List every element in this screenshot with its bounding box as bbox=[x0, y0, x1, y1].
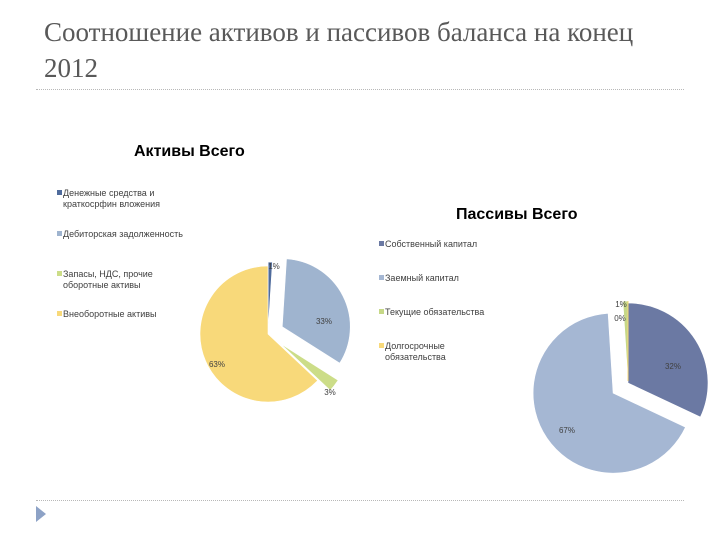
assets-slice-3 bbox=[199, 265, 318, 403]
legend-label: Дебиторская задолженность bbox=[63, 229, 183, 239]
legend-label: Долгосрочные обязательства bbox=[385, 341, 446, 362]
assets-legend-item-receivables: Дебиторская задолженность bbox=[57, 229, 198, 240]
slide-nav-arrow-icon[interactable] bbox=[34, 505, 48, 523]
liabilities-chart-title: Пассивы Всего bbox=[456, 206, 578, 223]
liabilities-data-label-0: 32% bbox=[665, 362, 681, 371]
legend-swatch bbox=[57, 231, 62, 236]
legend-swatch bbox=[379, 309, 384, 314]
footer-divider bbox=[36, 500, 684, 501]
legend-label: Денежные средства и краткосрфин вложения bbox=[63, 188, 161, 209]
legend-label: Текущие обязательства bbox=[385, 307, 485, 317]
assets-chart-title: Активы Всего bbox=[134, 143, 245, 160]
liabilities-legend-item-equity: Собственный капитал bbox=[379, 239, 520, 250]
slide-title: Соотношение активов и пассивов баланса н… bbox=[44, 17, 634, 83]
liabilities-data-label-3: 0% bbox=[614, 314, 626, 323]
legend-label: Внеоборотные активы bbox=[63, 309, 157, 319]
assets-data-label-0: 1% bbox=[268, 262, 280, 271]
liabilities-slice-1 bbox=[532, 312, 686, 474]
legend-label: Заемный капитал bbox=[385, 273, 459, 283]
liabilities-legend-item-longterm: Долгосрочные обязательства bbox=[379, 341, 475, 363]
liabilities-data-label-2: 1% bbox=[615, 300, 627, 309]
liabilities-slice-0 bbox=[627, 302, 709, 418]
liabilities-legend-item-borrowed: Заемный капитал bbox=[379, 273, 520, 284]
assets-data-label-3: 63% bbox=[209, 360, 225, 369]
legend-label: Запасы, НДС, прочие оборотные активы bbox=[63, 269, 153, 290]
legend-swatch bbox=[57, 271, 62, 276]
legend-swatch bbox=[57, 311, 62, 316]
title-divider bbox=[36, 89, 684, 90]
assets-slice-2 bbox=[280, 343, 339, 391]
liabilities-slice-2 bbox=[622, 300, 629, 382]
assets-slice-0 bbox=[267, 261, 273, 331]
legend-swatch bbox=[57, 190, 62, 195]
liabilities-legend-item-current: Текущие обязательства bbox=[379, 307, 520, 318]
assets-data-label-2: 3% bbox=[324, 388, 336, 397]
assets-legend-item-cash: Денежные средства и краткосрфин вложения bbox=[57, 188, 198, 210]
assets-data-label-1: 33% bbox=[316, 317, 332, 326]
assets-slice-1 bbox=[281, 258, 351, 364]
legend-swatch bbox=[379, 241, 384, 246]
assets-legend-item-noncurrent: Внеоборотные активы bbox=[57, 309, 198, 320]
liabilities-data-label-1: 67% bbox=[559, 426, 575, 435]
legend-swatch bbox=[379, 275, 384, 280]
legend-swatch bbox=[379, 343, 384, 348]
legend-label: Собственный капитал bbox=[385, 239, 478, 249]
assets-legend-item-inventory: Запасы, НДС, прочие оборотные активы bbox=[57, 269, 198, 291]
